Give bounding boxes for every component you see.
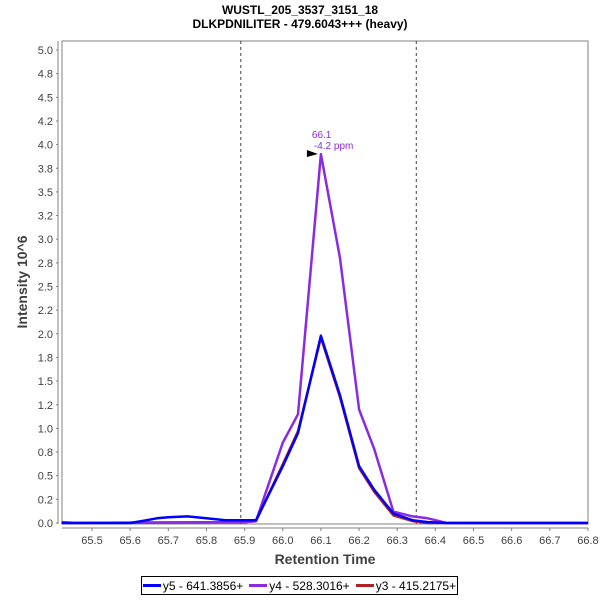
x-tick-label: 66.8 (577, 535, 598, 547)
legend-swatch-y5 (142, 584, 161, 587)
x-tick-label: 66.3 (386, 535, 407, 547)
plot-area (61, 40, 589, 525)
x-tick-label: 66.5 (463, 535, 484, 547)
x-tick-label: 66.1 (310, 535, 331, 547)
y-tick-label: 2.2 (38, 305, 53, 317)
y-tick-label: 0.0 (38, 518, 53, 530)
legend-label-y3: y3 - 415.2175+ (375, 578, 457, 593)
x-tick-label: 65.6 (119, 535, 140, 547)
y-tick-label: 2.5 (38, 282, 53, 294)
y-tick-label: 3.2 (38, 211, 53, 223)
y-tick-label: 4.8 (38, 69, 53, 81)
x-tick-label: 66.2 (348, 535, 369, 547)
chart-title: WUSTL_205_3537_3151_18 (221, 3, 379, 17)
x-tick-label: 65.5 (81, 535, 102, 547)
legend-item-y4: y4 - 528.3016+ (249, 578, 350, 593)
y-tick-label: 5.0 (38, 45, 53, 57)
y-axis-label: Intensity 10^6 (14, 235, 30, 328)
y-tick-label: 1.0 (38, 423, 53, 435)
x-tick-label: 66.6 (501, 535, 522, 547)
y-tick-label: 2.8 (38, 258, 53, 270)
y-tick-label: 1.2 (38, 400, 53, 412)
y-tick-label: 4.0 (38, 140, 53, 152)
legend-label-y5: y5 - 641.3856+ (162, 578, 244, 593)
legend-item-y5: y5 - 641.3856+ (142, 578, 244, 593)
y-tick-label: 4.2 (38, 116, 53, 128)
peak-rt-label: 66.1 (312, 130, 332, 141)
y-tick-label: 1.5 (38, 376, 53, 388)
x-tick-label: 65.7 (158, 535, 179, 547)
x-tick-label: 65.8 (196, 535, 217, 547)
y-tick-label: 0.2 (38, 494, 53, 506)
series-line-y4 (61, 152, 588, 525)
y-tick-label: 1.8 (38, 352, 53, 364)
peak-ppm-label: -4.2 ppm (314, 141, 353, 152)
series-line-y5 (61, 334, 588, 525)
y-tick-label: 0.5 (38, 471, 53, 483)
legend-label-y4: y4 - 528.3016+ (269, 578, 350, 593)
x-tick-label: 66.0 (272, 535, 293, 547)
x-axis-label: Retention Time (275, 551, 376, 567)
y-tick-label: 3.0 (38, 234, 53, 246)
legend-swatch-y3 (355, 584, 374, 587)
chart-subtitle: DLKPDNILITER - 479.6043+++ (heavy) (192, 17, 408, 31)
y-tick-label: 3.5 (38, 187, 53, 199)
legend-item-y3: y3 - 415.2175+ (355, 578, 457, 593)
peak-marker-icon (306, 150, 318, 158)
y-tick-label: 0.8 (38, 447, 53, 459)
x-tick-label: 65.9 (234, 535, 255, 547)
y-tick-label: 4.5 (38, 92, 53, 104)
legend: y5 - 641.3856+ y4 - 528.3016+ y3 - 415.2… (141, 576, 458, 595)
y-tick-label: 3.8 (38, 163, 53, 175)
y-tick-label: 2.0 (38, 329, 53, 341)
legend-swatch-y4 (249, 584, 268, 587)
x-tick-label: 66.4 (425, 535, 446, 547)
x-tick-label: 66.7 (539, 535, 560, 547)
